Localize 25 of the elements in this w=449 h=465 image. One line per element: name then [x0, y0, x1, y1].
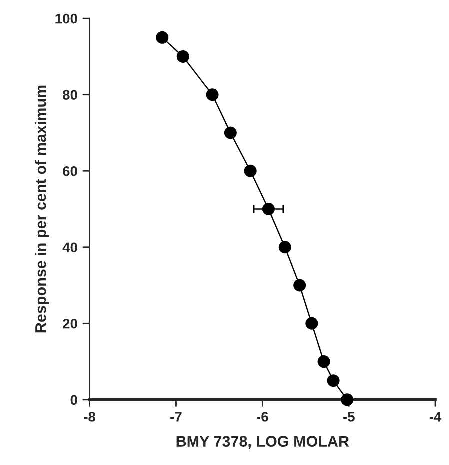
point [341, 394, 354, 406]
y-tick-label: 40 [62, 242, 78, 253]
point [318, 356, 330, 368]
point [206, 88, 219, 102]
point [327, 374, 340, 388]
y-tick-label: 100 [56, 14, 78, 24]
y-tick-label: 60 [63, 166, 78, 176]
y-tick-label: 20 [63, 318, 78, 329]
point [262, 203, 275, 216]
y-axis-title: Response in per cent of maximum [35, 86, 50, 333]
x-tick-label: -8 [84, 412, 96, 422]
x-tick-label: -7 [170, 412, 182, 422]
point [294, 279, 306, 292]
x-tick-label: -6 [257, 412, 268, 422]
point [244, 164, 257, 178]
x-tick-label: -5 [343, 412, 355, 422]
point [306, 317, 318, 330]
x-axis-title: BMY 7378, LOG MOLAR [176, 436, 350, 450]
point [224, 126, 237, 140]
y-tick-label: 80 [62, 90, 78, 100]
point [156, 31, 169, 44]
point [176, 50, 190, 63]
y-tick-label: 0 [70, 395, 78, 406]
x-tick-label: -4 [430, 412, 442, 422]
point [278, 241, 292, 254]
